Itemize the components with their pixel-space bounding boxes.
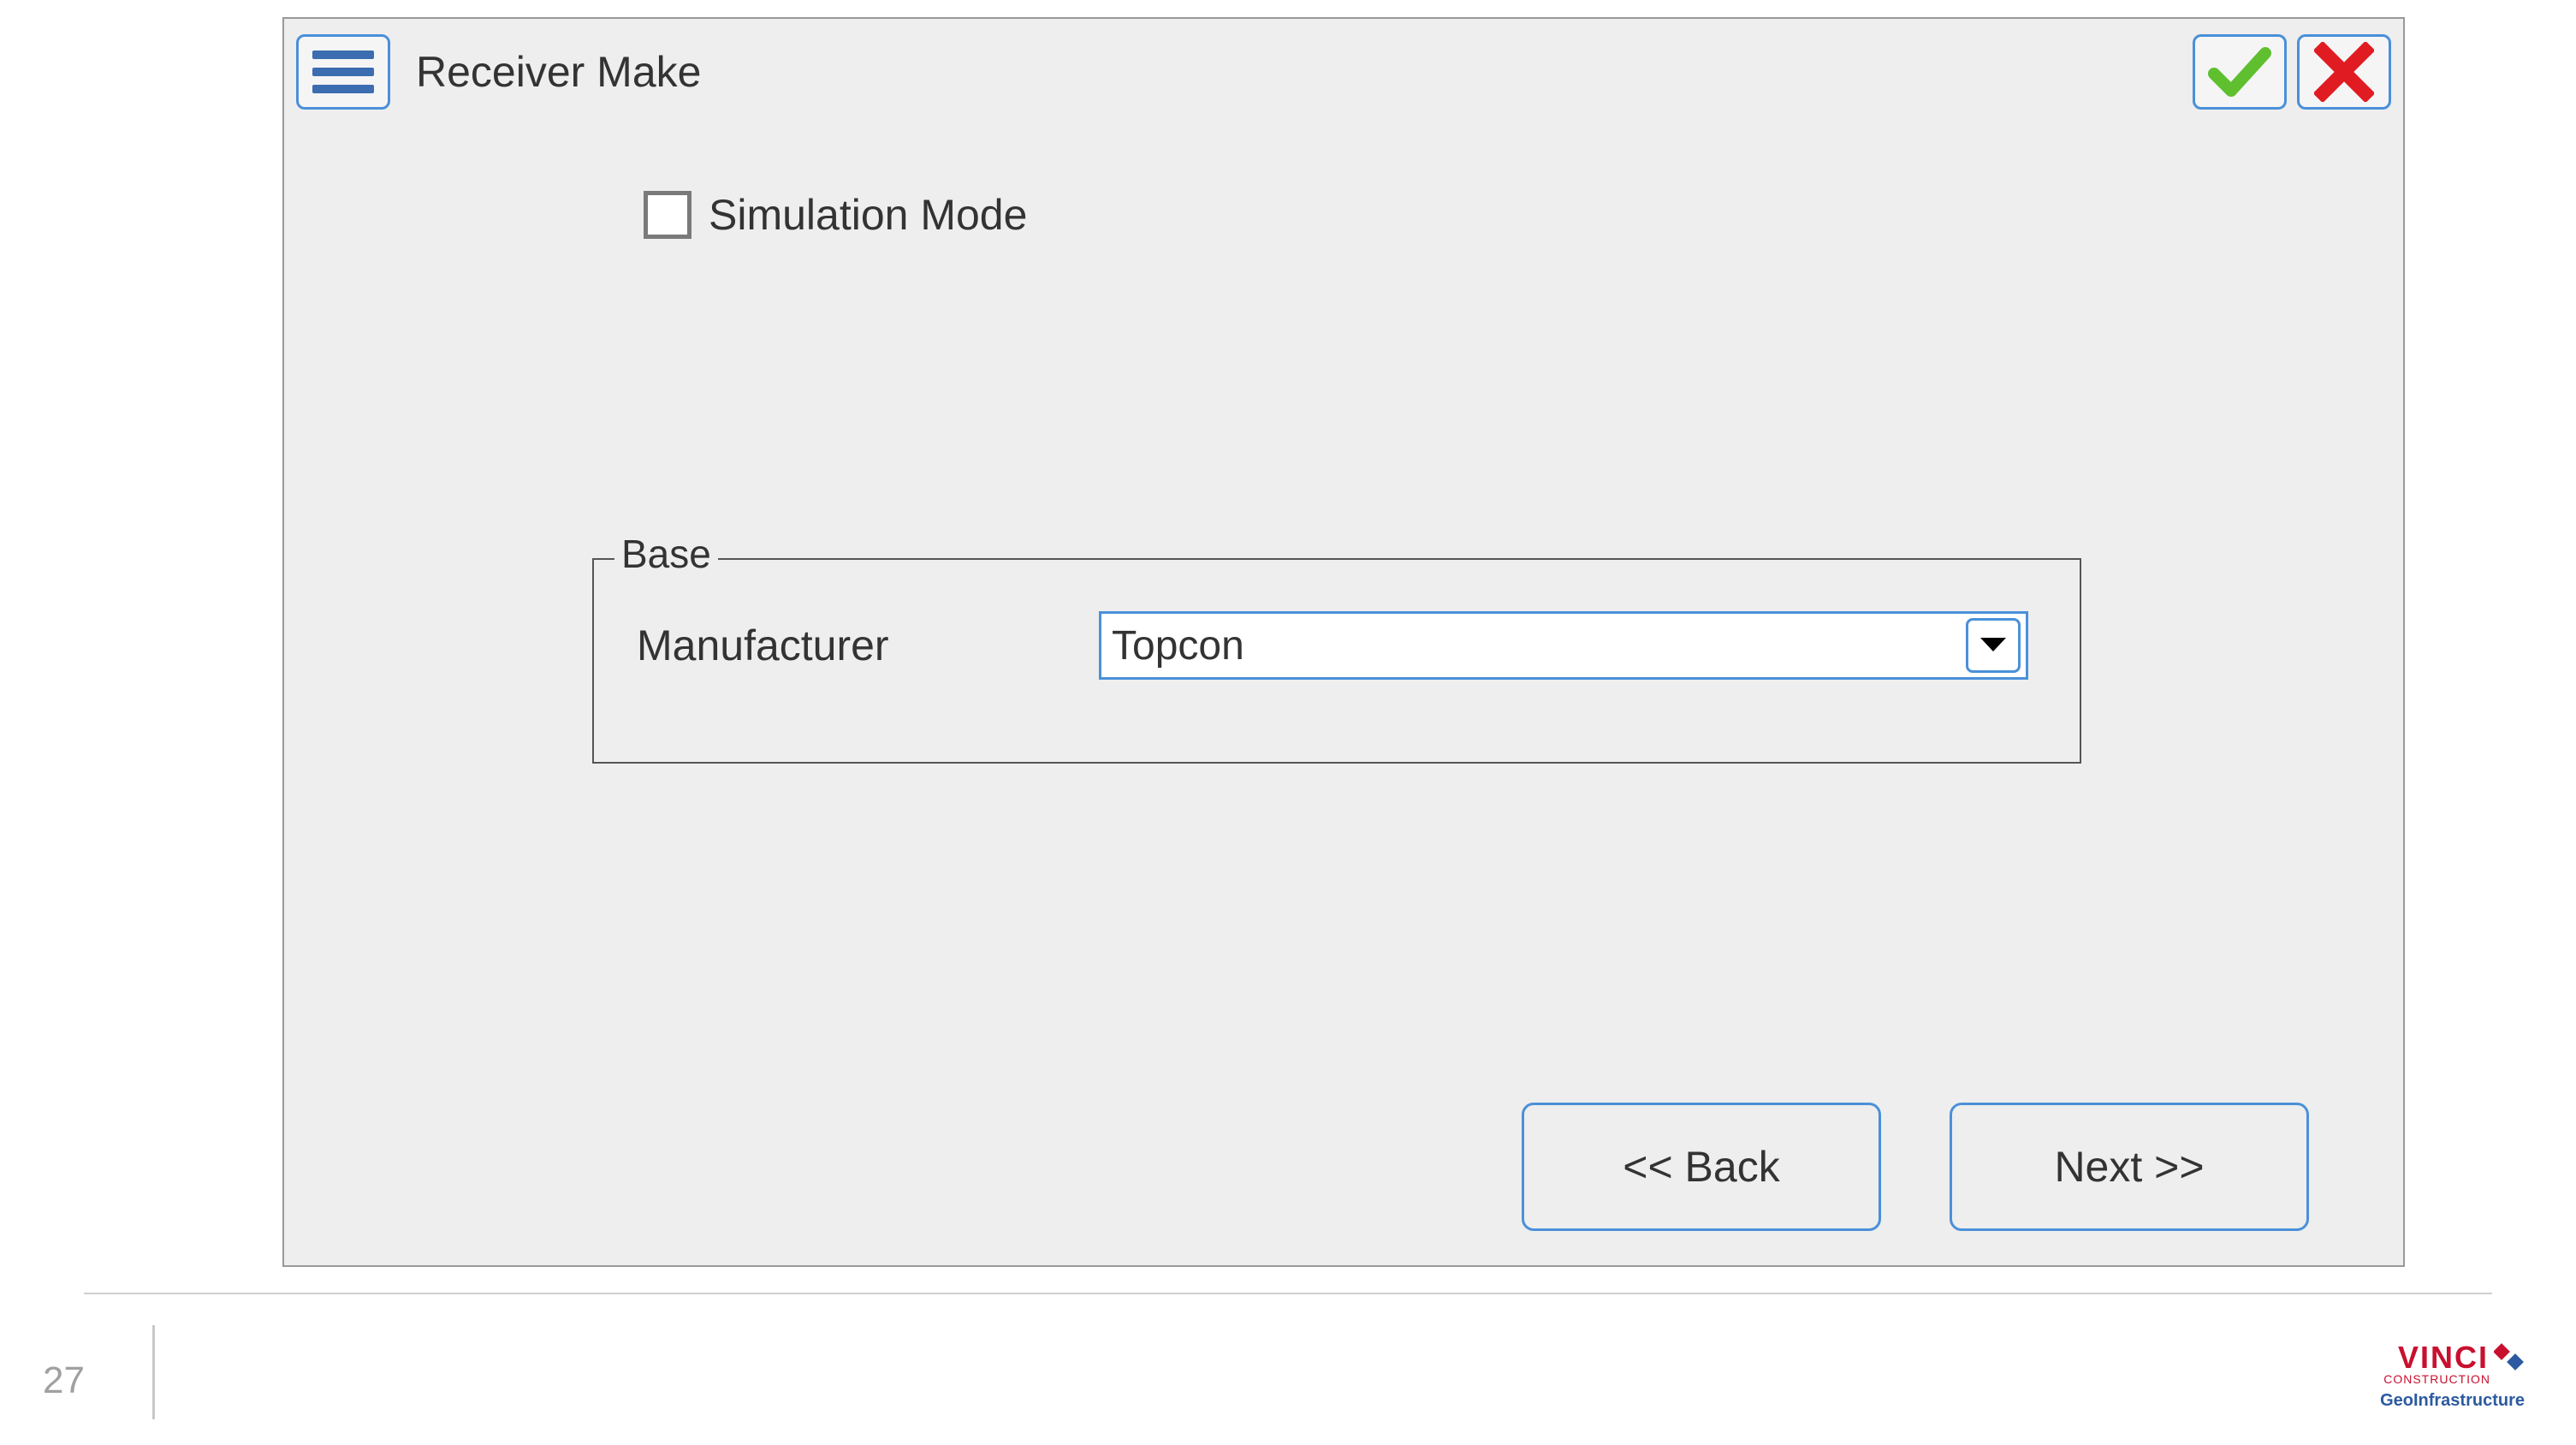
- navigation-buttons: << Back Next >>: [1522, 1103, 2309, 1231]
- simulation-mode-checkbox[interactable]: [644, 191, 691, 239]
- header-bar: Receiver Make: [296, 29, 2391, 115]
- close-icon: [2314, 42, 2374, 102]
- logo-mark-icon: [2494, 1342, 2525, 1373]
- cancel-button[interactable]: [2297, 34, 2391, 110]
- dropdown-arrow-button[interactable]: [1966, 618, 2021, 673]
- hamburger-icon: [312, 85, 374, 93]
- footer-logo: VINCI CONSTRUCTION GeoInfrastructure: [2380, 1340, 2525, 1411]
- next-button[interactable]: Next >>: [1950, 1103, 2309, 1231]
- hamburger-icon: [312, 68, 374, 76]
- confirm-button[interactable]: [2193, 34, 2287, 110]
- page-number: 27: [43, 1359, 85, 1402]
- check-icon: [2207, 45, 2272, 99]
- manufacturer-value: Topcon: [1101, 622, 1966, 669]
- simulation-mode-label: Simulation Mode: [709, 190, 1027, 240]
- base-fieldset-legend: Base: [614, 531, 718, 577]
- back-button[interactable]: << Back: [1522, 1103, 1881, 1231]
- logo-subtext-1: CONSTRUCTION: [2380, 1372, 2490, 1386]
- logo-brand-text: VINCI: [2398, 1340, 2489, 1376]
- base-fieldset: Base Manufacturer Topcon: [592, 558, 2081, 764]
- page-title: Receiver Make: [416, 47, 701, 97]
- page-number-divider: [152, 1325, 155, 1419]
- simulation-mode-row: Simulation Mode: [644, 190, 1027, 240]
- footer-divider: [84, 1293, 2492, 1294]
- hamburger-icon: [312, 51, 374, 59]
- manufacturer-label: Manufacturer: [637, 621, 1099, 670]
- app-window: Receiver Make Simulation Mode Base Manuf…: [282, 17, 2405, 1267]
- menu-button[interactable]: [296, 34, 390, 110]
- slide-container: Receiver Make Simulation Mode Base Manuf…: [0, 0, 2576, 1445]
- manufacturer-row: Manufacturer Topcon: [637, 611, 2028, 680]
- manufacturer-dropdown[interactable]: Topcon: [1099, 611, 2028, 680]
- logo-subtext-2: GeoInfrastructure: [2380, 1391, 2525, 1411]
- logo-top-row: VINCI: [2380, 1340, 2525, 1376]
- chevron-down-icon: [1979, 636, 2008, 655]
